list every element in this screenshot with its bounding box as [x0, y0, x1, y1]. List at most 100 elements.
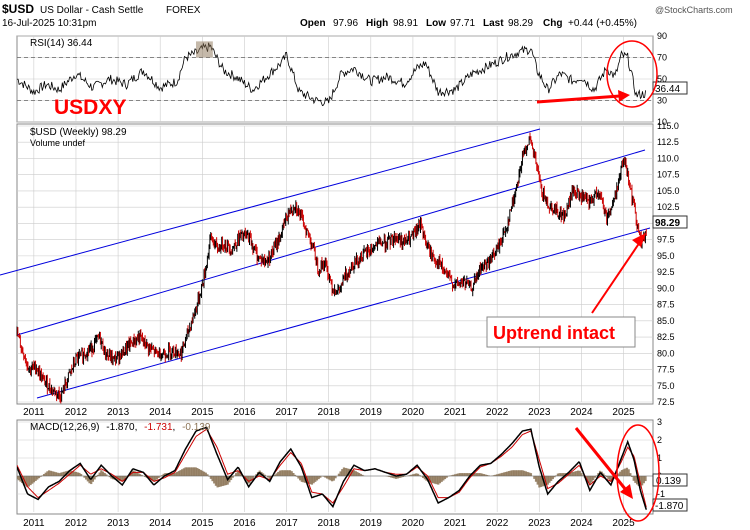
price-tick-label: 82.5 — [657, 332, 675, 342]
macd-histogram-bar — [135, 472, 138, 476]
macd-histogram-bar — [29, 476, 32, 486]
macd-histogram-bar — [393, 476, 396, 479]
macd-x-tick-label: 2025 — [612, 518, 635, 529]
macd-histogram-bar — [196, 468, 199, 476]
macd-histogram-bar — [283, 470, 287, 476]
macd-histogram-bar — [300, 476, 303, 482]
macd-histogram-bar — [610, 476, 613, 481]
macd-histogram-bar — [484, 474, 487, 476]
price-tick-label: 97.5 — [657, 235, 675, 245]
macd-histogram-bar — [73, 471, 76, 476]
macd-histogram-bar — [560, 473, 563, 476]
price-tick-label: 92.5 — [657, 267, 675, 277]
macd-histogram-bar — [388, 476, 391, 478]
macd-histogram-bar — [78, 472, 81, 476]
macd-histogram-bar — [235, 473, 238, 476]
macd-histogram-bar — [240, 474, 243, 476]
macd-x-tick-label: 2022 — [486, 518, 509, 529]
macd-histogram-bar — [191, 467, 194, 476]
macd-histogram-bar — [641, 476, 644, 486]
header-open-label: Open — [300, 18, 326, 29]
header-name: US Dollar - Cash Settle — [40, 5, 144, 16]
macd-histogram-bar — [428, 476, 431, 483]
macd-histogram-bar — [482, 474, 485, 476]
macd-histogram-bar — [85, 476, 88, 480]
macd-histogram-bar — [176, 471, 179, 476]
macd-histogram-bar — [401, 476, 405, 478]
macd-histogram-bar — [605, 476, 608, 478]
macd-histogram-bar — [90, 476, 93, 485]
macd-histogram-bar — [278, 470, 282, 476]
macd-histogram-bar — [423, 476, 426, 480]
header-last-label: Last — [483, 18, 504, 29]
header-chg-label: Chg — [543, 18, 562, 29]
macd-x-tick-label: 2014 — [149, 518, 172, 529]
macd-histogram-bar — [465, 473, 469, 476]
macd-histogram-bar — [432, 476, 435, 484]
macd-histogram-bar — [624, 468, 627, 476]
macd-histogram-bar — [155, 476, 159, 480]
price-x-tick-label: 2018 — [318, 407, 341, 418]
macd-histogram-bar — [474, 473, 477, 476]
macd-histogram-bar — [516, 470, 519, 476]
rsi-tick-label: 90 — [657, 31, 667, 41]
macd-histogram-bar — [620, 470, 624, 476]
price-tick-label: 107.5 — [657, 170, 680, 180]
macd-histogram-bar — [310, 476, 314, 485]
macd-histogram-bar — [632, 476, 635, 481]
macd-tick-label: 3 — [657, 417, 662, 427]
price-last-tag-text: 98.29 — [655, 218, 680, 229]
macd-histogram-bar — [464, 473, 467, 476]
macd-histogram-bar — [61, 472, 64, 476]
macd-histogram-bar — [609, 476, 612, 481]
price-series — [16, 132, 647, 404]
macd-histogram-bar — [302, 476, 305, 483]
macd-histogram-bar — [475, 473, 479, 476]
macd-histogram-bar — [288, 470, 292, 476]
macd-histogram-bar — [58, 473, 61, 476]
macd-histogram-bar — [137, 473, 140, 476]
macd-histogram-bar — [101, 471, 105, 476]
macd-histogram-bar — [580, 473, 583, 476]
macd-histogram-bar — [263, 474, 266, 476]
macd-histogram-bar — [452, 474, 455, 476]
callout-arrow — [591, 241, 641, 314]
usdxy-label: USDXY — [54, 96, 126, 119]
macd-x-tick-label: 2020 — [402, 518, 425, 529]
macd-histogram-bar — [209, 476, 212, 479]
macd-histogram-bar — [418, 475, 421, 476]
macd-histogram-bar — [224, 476, 228, 486]
macd-histogram-bar — [93, 476, 96, 480]
macd-histogram-bar — [177, 471, 180, 476]
macd-histogram-bar — [479, 473, 482, 476]
macd-histogram-bar — [455, 473, 458, 476]
macd-histogram-bar — [538, 476, 541, 488]
price-x-tick-label: 2015 — [191, 407, 214, 418]
macd-histogram-bar — [229, 476, 233, 481]
macd-histogram-bar — [499, 473, 502, 476]
macd-histogram-bar — [529, 473, 533, 476]
macd-histogram-bar — [607, 476, 610, 479]
callout-box — [486, 316, 636, 348]
header-chg-value: +0.44 (+0.45%) — [568, 18, 637, 29]
macd-signal-line — [17, 428, 647, 508]
macd-histogram-bar — [622, 469, 625, 476]
macd-histogram-bar — [54, 472, 57, 476]
macd-tick-label: -1 — [657, 489, 665, 499]
macd-histogram-bar — [358, 473, 361, 476]
macd-histogram-bar — [395, 476, 398, 479]
macd-histogram-bar — [349, 469, 352, 476]
macd-histogram-bar — [238, 471, 241, 476]
macd-histogram-bar — [619, 471, 622, 476]
macd-histogram-bar — [634, 476, 637, 483]
macd-histogram-bar — [157, 476, 160, 478]
macd-histogram-bar — [46, 471, 49, 476]
macd-histogram-bar — [199, 469, 202, 476]
price-tick-label: 77.5 — [657, 365, 675, 375]
macd-histogram-bar — [223, 476, 226, 486]
macd-histogram-bar — [454, 474, 457, 476]
macd-histogram-bar — [86, 476, 89, 482]
macd-histogram-bar — [551, 476, 554, 480]
macd-histogram-bar — [492, 475, 495, 476]
macd-histogram-bar — [295, 476, 298, 477]
